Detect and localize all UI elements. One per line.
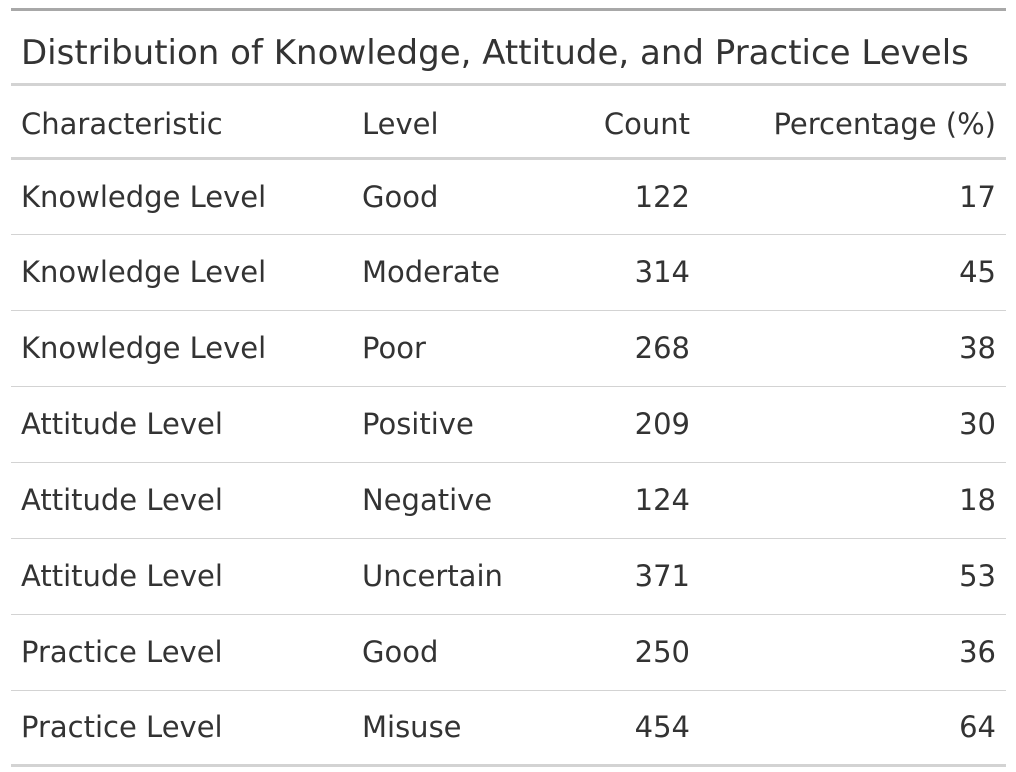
data-table-container: Distribution of Knowledge, Attitude, and… (11, 8, 1006, 767)
cell-percentage: 38 (700, 310, 1006, 387)
cell-level: Positive (352, 386, 552, 463)
cell-characteristic: Practice Level (11, 614, 352, 691)
cell-level: Good (352, 614, 552, 691)
cell-characteristic: Knowledge Level (11, 310, 352, 387)
cell-count: 124 (552, 462, 700, 539)
cell-count: 250 (552, 614, 700, 691)
cell-count: 122 (552, 158, 700, 235)
table-row: Attitude Level Negative 124 18 (11, 462, 1006, 539)
cell-level: Poor (352, 310, 552, 387)
cell-percentage: 53 (700, 538, 1006, 615)
table-header-row: Characteristic Level Count Percentage (%… (11, 86, 1006, 160)
column-header-percentage: Percentage (%) (700, 86, 1006, 160)
table-row: Knowledge Level Moderate 314 45 (11, 234, 1006, 311)
cell-characteristic: Practice Level (11, 690, 352, 767)
table-row: Knowledge Level Poor 268 38 (11, 310, 1006, 387)
cell-characteristic: Attitude Level (11, 386, 352, 463)
cell-level: Good (352, 158, 552, 235)
table-title: Distribution of Knowledge, Attitude, and… (11, 11, 1006, 86)
data-table: Characteristic Level Count Percentage (%… (11, 86, 1006, 767)
cell-percentage: 18 (700, 462, 1006, 539)
cell-count: 209 (552, 386, 700, 463)
table-row: Attitude Level Uncertain 371 53 (11, 538, 1006, 615)
table-row: Attitude Level Positive 209 30 (11, 386, 1006, 463)
cell-level: Moderate (352, 234, 552, 311)
cell-percentage: 64 (700, 690, 1006, 767)
cell-count: 268 (552, 310, 700, 387)
cell-level: Misuse (352, 690, 552, 767)
cell-level: Uncertain (352, 538, 552, 615)
cell-characteristic: Knowledge Level (11, 234, 352, 311)
cell-characteristic: Attitude Level (11, 538, 352, 615)
cell-percentage: 45 (700, 234, 1006, 311)
cell-percentage: 30 (700, 386, 1006, 463)
table-row: Practice Level Good 250 36 (11, 614, 1006, 691)
column-header-count: Count (552, 86, 700, 160)
cell-count: 371 (552, 538, 700, 615)
cell-characteristic: Knowledge Level (11, 158, 352, 235)
cell-characteristic: Attitude Level (11, 462, 352, 539)
table-top-rule (11, 8, 1006, 11)
column-header-level: Level (352, 86, 552, 160)
cell-percentage: 36 (700, 614, 1006, 691)
cell-count: 314 (552, 234, 700, 311)
column-header-characteristic: Characteristic (11, 86, 352, 160)
cell-percentage: 17 (700, 158, 1006, 235)
cell-level: Negative (352, 462, 552, 539)
table-row: Practice Level Misuse 454 64 (11, 690, 1006, 767)
cell-count: 454 (552, 690, 700, 767)
table-row: Knowledge Level Good 122 17 (11, 158, 1006, 235)
